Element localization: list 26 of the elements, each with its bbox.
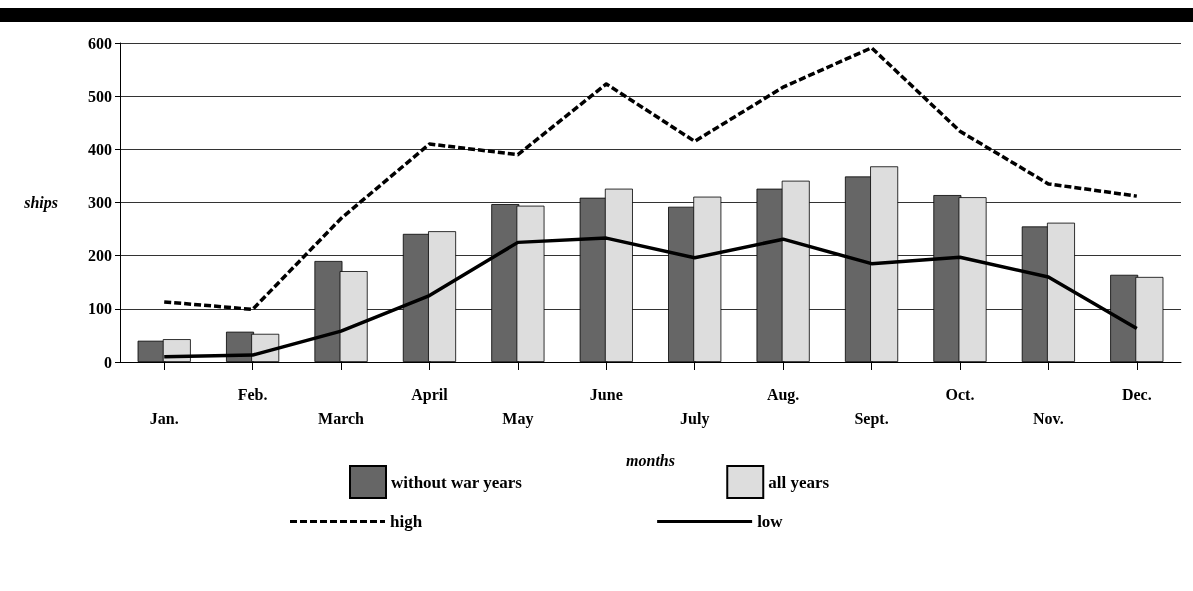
- x-axis-title: months: [626, 451, 675, 469]
- x-tick-label: July: [680, 409, 710, 428]
- x-tick-label: March: [318, 409, 365, 427]
- y-axis-title: ships: [23, 194, 58, 212]
- x-tick-label: May: [502, 409, 534, 428]
- x-tick-label: Aug.: [766, 385, 800, 404]
- legend-label: all years: [768, 472, 830, 492]
- x-tick-label: Feb.: [237, 385, 268, 403]
- x-tick-label: April: [411, 385, 449, 404]
- y-tick-label: 400: [88, 140, 112, 158]
- legend-label: without war years: [391, 472, 523, 492]
- y-tick-label: 500: [88, 87, 112, 105]
- x-tick-label: Dec.: [1121, 385, 1152, 403]
- x-tick-label: Nov.: [1033, 409, 1064, 427]
- y-tick-label: 0: [104, 353, 112, 371]
- line-series: [162, 46, 1139, 312]
- y-tick-label: 300: [88, 194, 112, 211]
- legend-label: high: [390, 512, 423, 531]
- legend-label: low: [757, 512, 784, 531]
- y-tick-label: 200: [88, 247, 112, 265]
- y-tick-label: 600: [88, 34, 112, 52]
- y-tick-label: 100: [88, 300, 112, 318]
- x-tick-label: Oct.: [945, 385, 975, 403]
- x-tick-label: June: [589, 385, 623, 403]
- x-tick-label: Sept.: [854, 409, 889, 428]
- x-tick-label: Jan.: [149, 409, 179, 427]
